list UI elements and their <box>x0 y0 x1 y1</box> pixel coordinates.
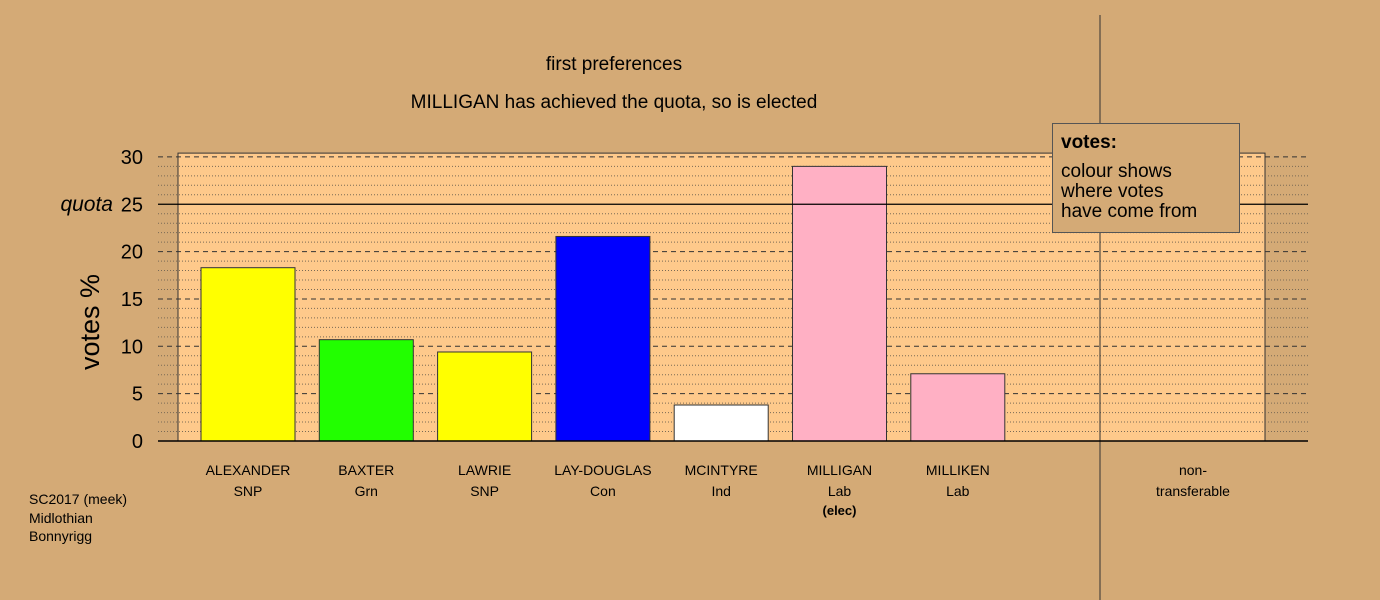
bar-lawrie <box>437 351 533 442</box>
legend-line: where votes <box>1061 181 1164 202</box>
y-tick-label: 25 <box>121 194 143 216</box>
candidate-name-label: LAY-DOUGLAS <box>554 462 651 478</box>
party-label: Lab <box>946 483 970 499</box>
footnote-line: Bonnyrigg <box>29 528 93 544</box>
party-label: Grn <box>355 483 378 499</box>
candidate-name-label: MILLIGAN <box>807 462 872 478</box>
candidate-name-label: BAXTER <box>338 462 394 478</box>
y-tick-label: 30 <box>121 147 143 169</box>
y-tick-label: 5 <box>132 384 143 406</box>
candidate-name-label: LAWRIE <box>458 462 511 478</box>
y-tick-label: 10 <box>121 336 143 358</box>
candidate-name-label: ALEXANDER <box>206 462 291 478</box>
chart-title: first preferences <box>546 54 682 75</box>
legend-line: colour shows <box>1061 161 1172 182</box>
candidate-name-label: MILLIKEN <box>926 462 990 478</box>
party-label: Lab <box>828 483 852 499</box>
party-label: SNP <box>470 483 499 499</box>
footnote-line: SC2017 (meek) <box>29 491 128 507</box>
y-tick-label: 20 <box>121 242 143 264</box>
y-tick-label: 0 <box>132 431 143 453</box>
legend-title: votes: <box>1061 132 1117 153</box>
party-label: SNP <box>234 483 263 499</box>
bar-milliken <box>910 373 1006 442</box>
party-label: Con <box>590 483 616 499</box>
quota-label: quota <box>60 193 113 216</box>
footnote-line: Midlothian <box>29 509 93 526</box>
bar-lay-douglas <box>555 235 651 442</box>
footnote: SC2017 (meek) Midlothian Bonnyrigg <box>29 490 127 546</box>
bar-milligan <box>792 165 887 442</box>
y-tick-label: 15 <box>121 289 143 311</box>
legend-line: have come from <box>1061 201 1198 222</box>
bar-mcintyre <box>673 404 769 442</box>
candidate-name-label: MCINTYRE <box>685 462 758 478</box>
party-label: Ind <box>711 483 730 499</box>
bar-baxter <box>318 339 414 442</box>
nontransferable-label-line1: non- <box>1179 462 1207 478</box>
chart-subtitle: MILLIGAN has achieved the quota, so is e… <box>411 92 818 113</box>
bar-alexander <box>200 267 296 442</box>
y-axis-label: votes % <box>75 274 105 370</box>
elected-note-label: (elec) <box>823 503 857 518</box>
nontransferable-label-line2: transferable <box>1156 483 1230 499</box>
legend: votes: colour shows where votes have com… <box>1052 123 1240 233</box>
